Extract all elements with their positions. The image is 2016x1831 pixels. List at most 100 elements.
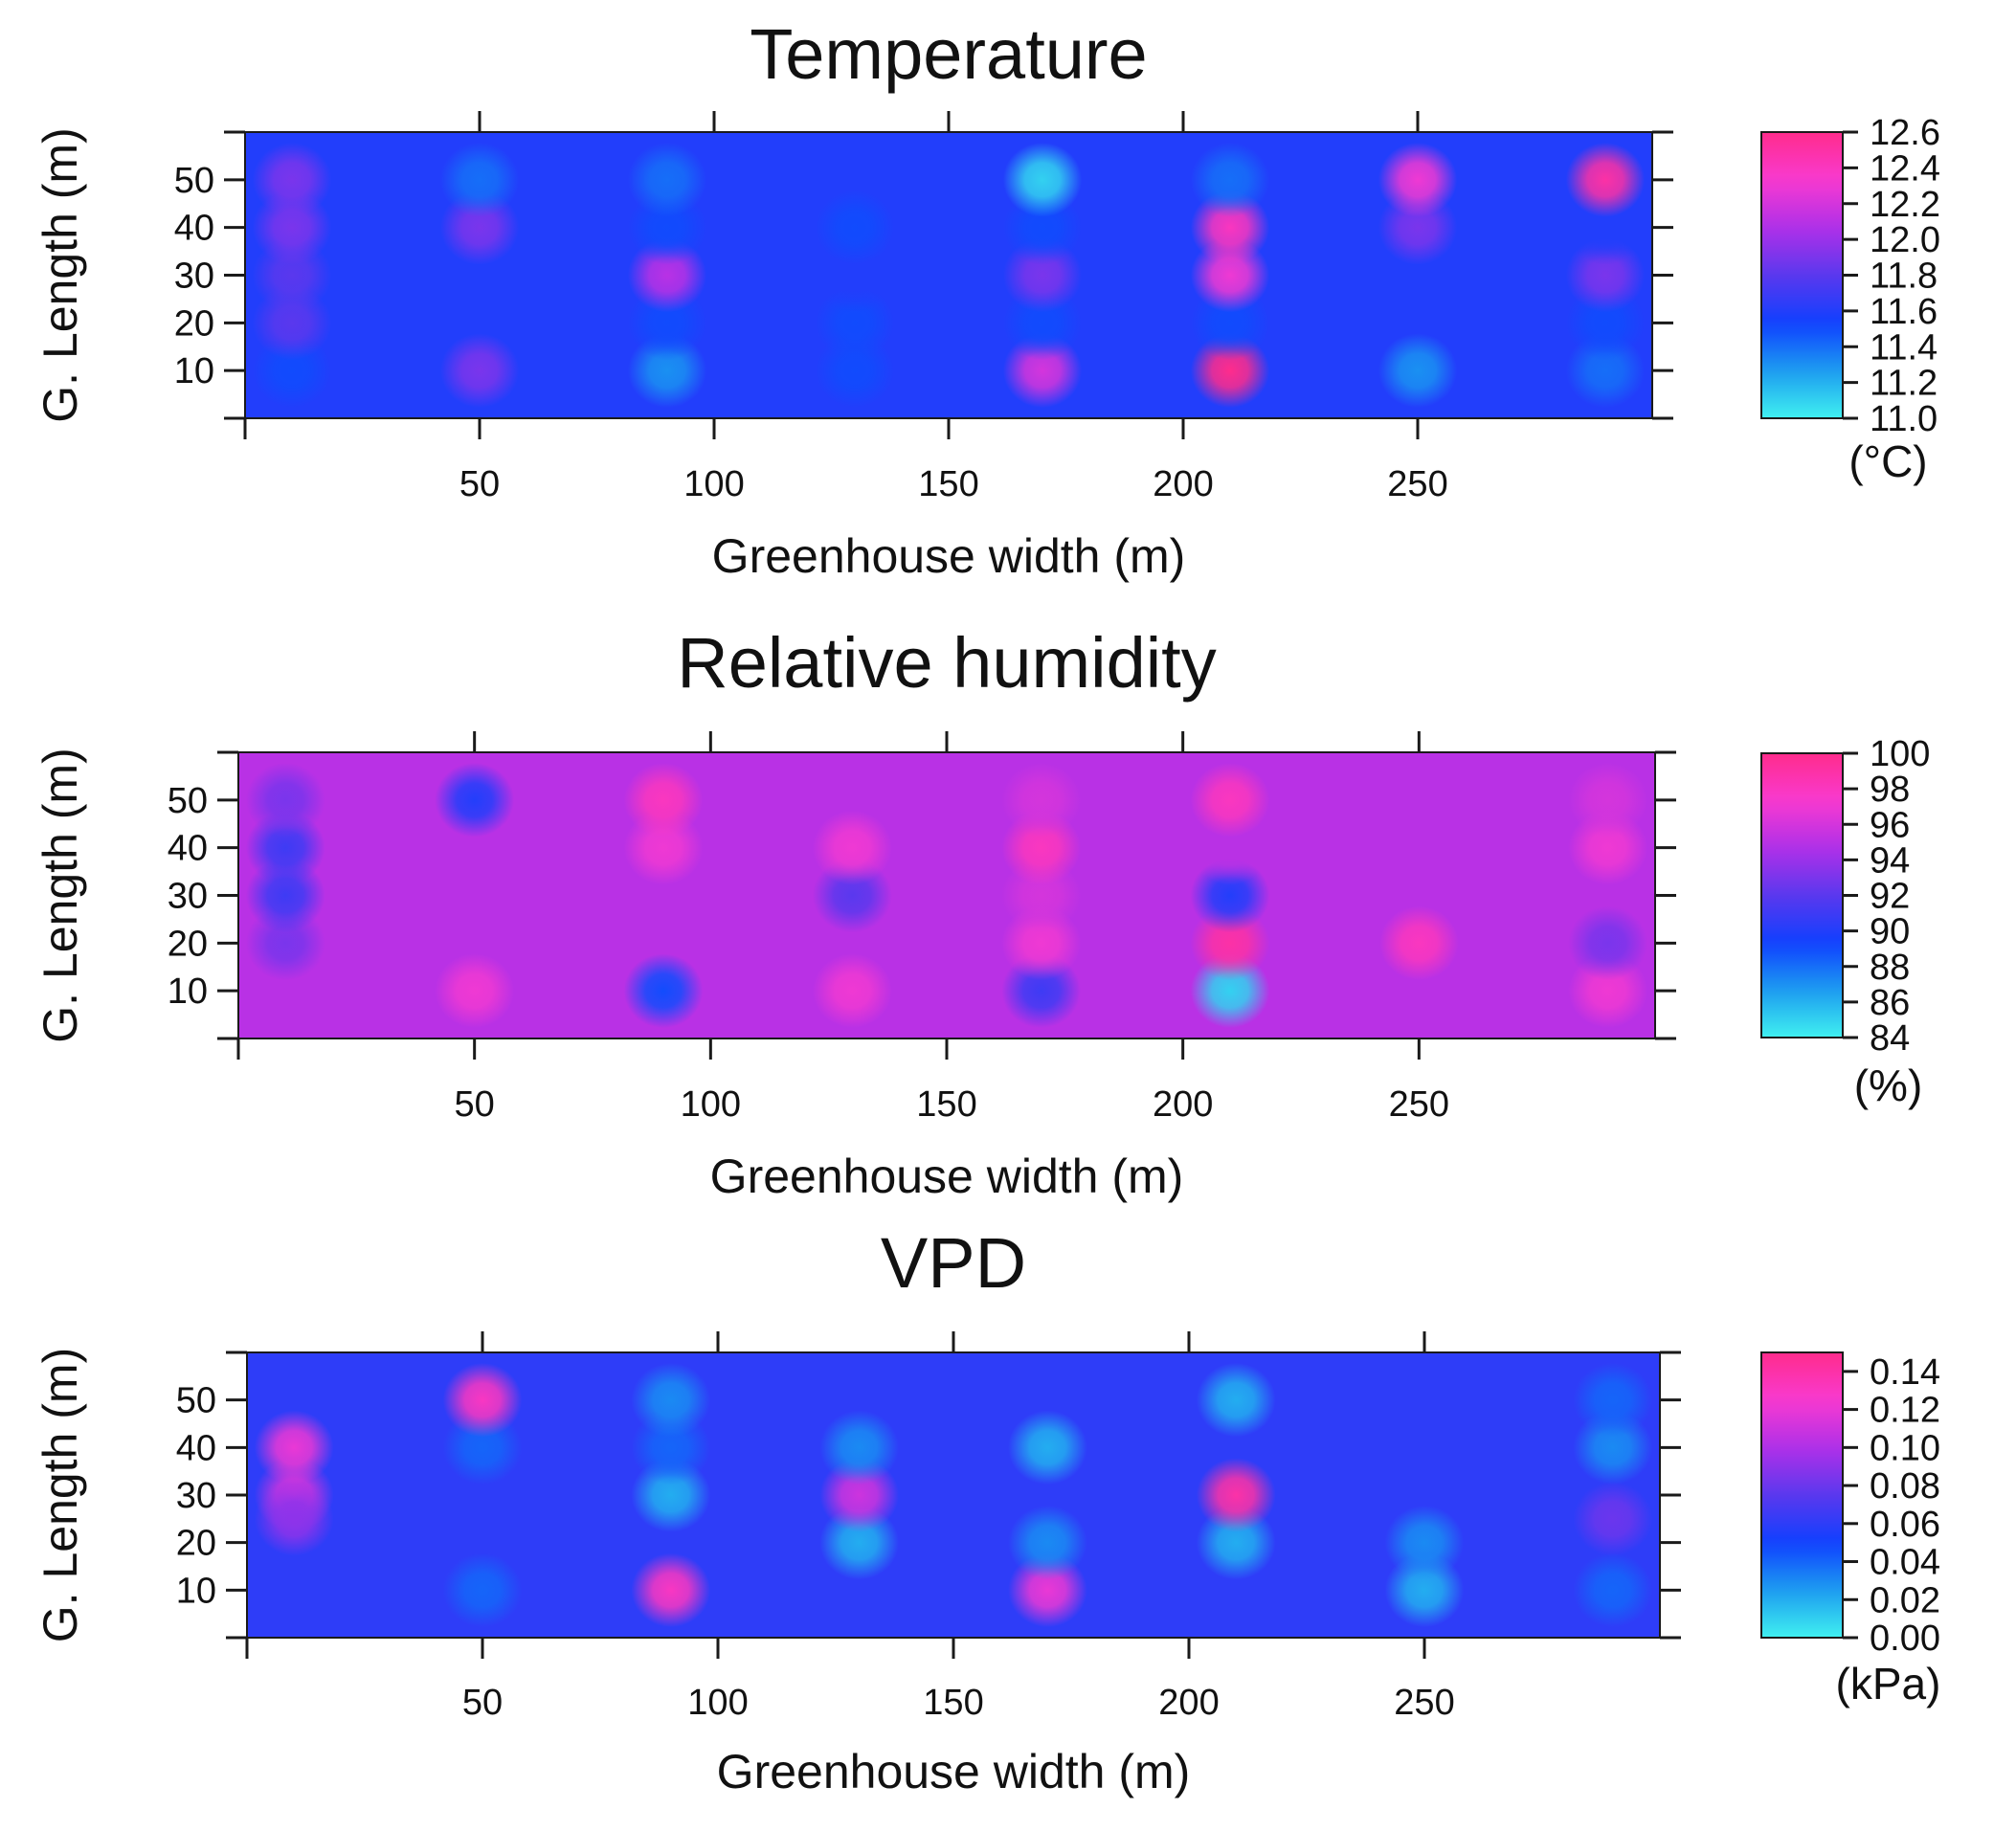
heatmap-hotspot [1573,1552,1653,1628]
y-tick-label: 30 [174,257,214,297]
colorbar-frame [1760,1351,1844,1639]
heatmap-hotspot [623,953,704,1029]
heatmap-hotspot [1378,333,1458,409]
colorbar-tick-label: 12.6 [1870,113,1940,153]
colorbar-unit: (%) [1854,1061,1923,1110]
heatmap-hotspot [439,142,520,217]
colorbar-tick-label: 84 [1870,1018,1910,1059]
heatmap-hotspot [1196,1458,1276,1532]
heatmap-hotspot [819,1410,899,1485]
colorbar-tick-label: 0.02 [1870,1580,1940,1620]
colorbar-tick-label: 98 [1870,770,1910,810]
heatmap-hotspot [1001,762,1082,837]
y-axis-label: G. Length (m) [34,127,87,422]
heatmap-hotspot [245,762,325,837]
y-tick-label: 10 [176,1571,216,1611]
colorbar-tick-label: 86 [1870,983,1910,1023]
heatmap-hotspot [1378,905,1459,981]
y-tick-label: 10 [168,971,208,1012]
x-tick-label: 250 [1387,464,1447,504]
heatmap-hotspot [1196,1362,1276,1438]
colorbar-tick-label: 12.2 [1870,185,1940,225]
heatmap-field [254,1362,1653,1628]
heatmap-hotspot [627,142,707,217]
colorbar-tick-label: 0.04 [1870,1543,1940,1583]
colorbar-tick-label: 11.8 [1870,257,1938,297]
colorbar-tick-label: 11.6 [1870,292,1938,332]
heatmap-hotspot [1568,762,1648,837]
x-axis-label: Greenhouse width (m) [712,529,1186,583]
colorbar-tick-label: 11.4 [1870,327,1938,368]
colorbar-tick-label: 0.06 [1870,1505,1940,1545]
y-tick-label: 20 [174,303,214,344]
colorbar-gradient [1761,753,1843,1038]
heatmap-hotspot [631,1362,711,1438]
y-tick-label: 30 [168,877,208,917]
x-tick-label: 50 [455,1084,495,1125]
x-tick-label: 250 [1389,1084,1449,1125]
colorbar-tick-label: 96 [1870,805,1910,845]
heatmap-hotspot [1190,762,1270,837]
x-axis-label: Greenhouse width (m) [717,1745,1191,1798]
x-tick-label: 50 [459,464,500,504]
chart-rh: Relative humidity 50 100 150 200 250 10 20 30 40 5… [34,623,1930,1203]
y-tick-label: 50 [168,781,208,821]
colorbar-tick-label: 90 [1870,912,1910,952]
x-tick-label: 150 [923,1683,983,1723]
heatmap-hotspot [1568,905,1648,981]
x-tick-label: 100 [687,1683,748,1723]
colorbar-gradient [1761,1352,1843,1638]
colorbar-tick-label: 0.00 [1870,1619,1940,1659]
colorbar-gradient [1761,132,1843,418]
heatmap-hotspot [1002,142,1083,217]
chart-title: Temperature [750,14,1147,94]
heatmap-hotspot [1190,142,1270,217]
y-tick-label: 30 [176,1476,216,1516]
heatmap-hotspot [439,333,520,409]
heatmap-hotspot [623,762,704,837]
x-tick-label: 100 [683,464,744,504]
y-tick-label: 40 [168,829,208,869]
y-tick-label: 20 [168,924,208,964]
colorbar-tick-label: 11.0 [1870,399,1938,439]
x-tick-label: 200 [1153,464,1213,504]
x-axis-label: Greenhouse width (m) [710,1150,1184,1203]
y-tick-label: 10 [174,351,214,391]
colorbar-tick-label: 94 [1870,840,1910,881]
heatmap-hotspot [442,1552,523,1628]
chart-title: Relative humidity [677,623,1216,703]
heatmap-hotspot [815,190,895,265]
heatmap-hotspot [1008,1505,1087,1580]
heatmap-hotspot [254,1482,334,1556]
heatmap-hotspot [1384,1505,1465,1580]
x-tick-label: 100 [681,1084,741,1125]
heatmap-hotspot [435,953,515,1029]
heatmap-hotspot [1008,1410,1087,1485]
colorbar: 0.140.120.100.080.060.040.020.00(kPa) [1760,1351,1940,1708]
heatmap-hotspot [442,1362,523,1438]
heatmap-hotspot [254,1410,334,1485]
colorbar-tick-label: 0.14 [1870,1352,1940,1393]
x-tick-label: 200 [1158,1683,1219,1723]
colorbar-tick-label: 92 [1870,877,1910,917]
colorbar-tick-label: 0.08 [1870,1466,1940,1507]
y-tick-label: 50 [176,1381,216,1421]
colorbar-tick-label: 0.12 [1870,1391,1940,1431]
heatmap-hotspot [812,810,892,885]
colorbar-tick-label: 100 [1870,734,1930,774]
heatmap-field [252,142,1646,409]
colorbar-tick-label: 0.10 [1870,1428,1940,1468]
heatmap-hotspot [1573,1482,1653,1556]
heatmap-hotspot [252,142,332,217]
chart-temp: Temperature 50 100 150 200 250 10 20 30 40 50 Green… [34,14,1940,583]
x-tick-label: 50 [462,1683,503,1723]
colorbar-tick-label: 11.2 [1870,364,1938,404]
heatmap-hotspot [435,762,515,837]
y-axis-label: G. Length (m) [34,748,87,1042]
heatmap-field [245,762,1648,1029]
chart-vpd: VPD 50 100 150 200 250 10 20 30 40 50 Greenhouse wi… [34,1223,1940,1798]
colorbar-tick-label: 88 [1870,948,1910,988]
heatmap-hotspot [1573,1362,1653,1438]
y-tick-label: 50 [174,161,214,201]
